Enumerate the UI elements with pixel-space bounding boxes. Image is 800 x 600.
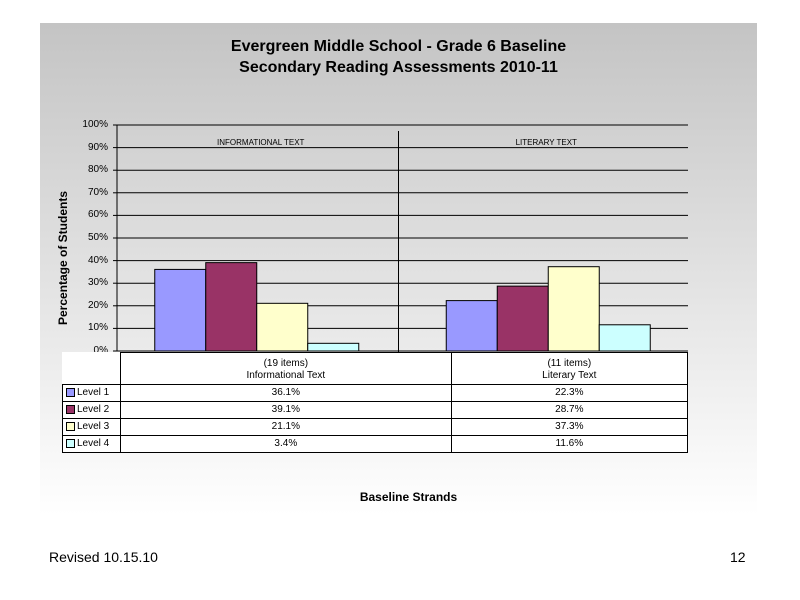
legend-label-level-3: Level 3 [77, 421, 110, 432]
panel-label: INFORMATIONAL TEXT [217, 138, 305, 147]
legend-level-2: Level 2 [62, 401, 121, 419]
category-items-informational: (19 items) [263, 357, 309, 369]
y-tick-label: 60% [87, 209, 108, 221]
data-label: 28.7% [450, 401, 689, 419]
data-label: 36.1% [120, 384, 452, 402]
bar-level-4 [598, 324, 651, 352]
category-header-informational: (19 items) Informational Text [120, 352, 452, 385]
legend-swatch-level-3 [66, 421, 75, 431]
revision-date: Revised 10.15.10 [49, 549, 158, 565]
y-tick-label: 70% [87, 186, 108, 198]
y-tick-label: 90% [87, 141, 108, 153]
legend-level-4: Level 4 [62, 435, 121, 453]
y-tick-label: 80% [87, 164, 108, 176]
table-row-level-1: Level 1 36.1% 22.3% [62, 384, 689, 402]
y-tick-label: 50% [87, 232, 108, 243]
data-label: 21.1% [120, 418, 452, 436]
bar-level-2 [205, 262, 258, 352]
data-label: 39.1% [120, 401, 452, 419]
table-corner [62, 352, 121, 385]
legend-swatch-level-2 [66, 404, 75, 414]
legend-swatch-level-1 [66, 387, 75, 397]
bar-level-3 [547, 266, 600, 352]
chart-title-line-2: Secondary Reading Assessments 2010-11 [239, 59, 558, 76]
bar-level-2 [496, 285, 549, 352]
page-number: 12 [730, 549, 746, 565]
y-tick-label: 20% [87, 299, 108, 311]
table-row-level-4: Level 4 3.4% 11.6% [62, 435, 689, 453]
legend-swatch-level-4 [66, 438, 75, 448]
bar-level-1 [154, 268, 207, 352]
category-name-informational: Informational Text [246, 369, 326, 381]
legend-label-level-2: Level 2 [77, 404, 110, 415]
data-label: 11.6% [450, 435, 689, 453]
y-tick-label: 40% [87, 254, 108, 266]
chart-title-line-1: Evergreen Middle School - Grade 6 Baseli… [230, 38, 567, 55]
table-row-level-3: Level 3 21.1% 37.3% [62, 418, 689, 436]
category-header-literary: (11 items) Literary Text [450, 352, 689, 385]
bar-level-3 [256, 302, 309, 352]
x-axis-title: Baseline Strands [359, 490, 458, 504]
table-header-row: (19 items) Informational Text (11 items)… [62, 352, 689, 385]
data-table: (19 items) Informational Text (11 items)… [62, 352, 689, 453]
data-label: 22.3% [450, 384, 689, 402]
bar-level-4 [307, 342, 360, 352]
chart-title: Evergreen Middle School - Grade 6 Baseli… [40, 36, 757, 78]
legend-label-level-4: Level 4 [77, 438, 110, 449]
bar-level-1 [445, 300, 498, 352]
data-label: 37.3% [450, 418, 689, 436]
legend-level-1: Level 1 [62, 384, 121, 402]
legend-label-level-1: Level 1 [77, 387, 110, 398]
y-tick-label: 30% [87, 277, 108, 289]
y-tick-label: 10% [87, 322, 108, 334]
data-label: 3.4% [120, 435, 452, 453]
category-name-literary: Literary Text [542, 369, 597, 381]
panel-label: LITERARY TEXT [516, 138, 577, 147]
y-tick-label: 100% [82, 119, 108, 130]
category-items-literary: (11 items) [547, 357, 592, 369]
legend-level-3: Level 3 [62, 418, 121, 436]
table-row-level-2: Level 2 39.1% 28.7% [62, 401, 689, 419]
y-tick-label: 0% [93, 345, 108, 356]
